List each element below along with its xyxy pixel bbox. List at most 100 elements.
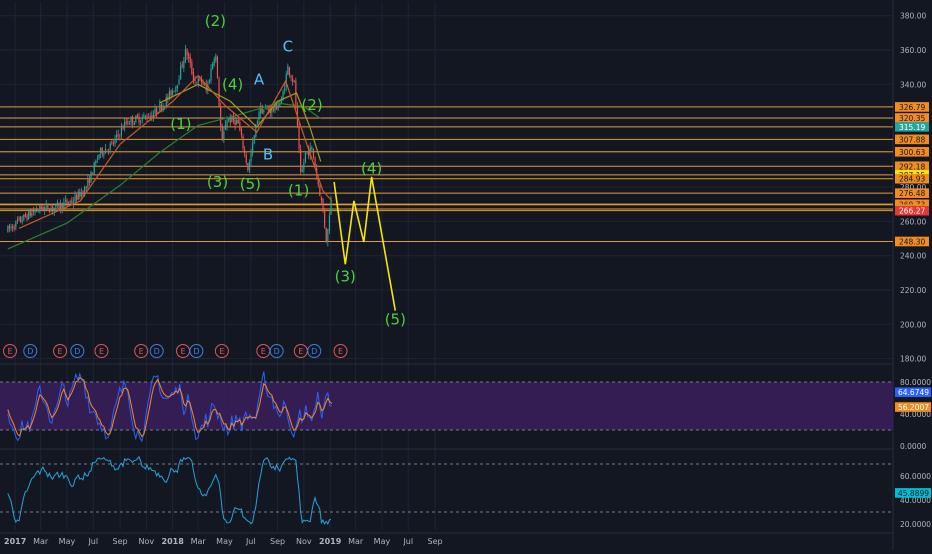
candle-body xyxy=(103,153,105,156)
candle-body xyxy=(79,191,81,197)
candle-body xyxy=(250,153,252,163)
candle-body xyxy=(218,78,220,107)
stoch-tick-label: 0.0000 xyxy=(900,442,926,451)
candle-body xyxy=(10,227,12,228)
level-badge xyxy=(895,102,929,112)
price-tick-label: 220.00 xyxy=(900,286,926,295)
candle-body xyxy=(138,116,140,123)
price-tick-label: 380.00 xyxy=(900,12,926,21)
time-tick-label: 2018 xyxy=(162,537,185,546)
candle-body xyxy=(266,108,268,110)
candle-body xyxy=(244,149,246,153)
candle-body xyxy=(205,84,207,91)
time-tick-label: Sep xyxy=(112,537,127,546)
event-marker-label: E xyxy=(298,347,303,356)
candle-body xyxy=(7,226,9,232)
candle-body xyxy=(263,110,265,113)
candle-body xyxy=(328,215,331,231)
time-tick-label: 2019 xyxy=(319,537,342,546)
price-tick-label: 340.00 xyxy=(900,80,926,89)
rsi-tick-label: 40.0000 xyxy=(900,496,931,505)
dividend-marker xyxy=(23,344,38,358)
wave-label: (5) xyxy=(385,310,406,328)
candle-body xyxy=(108,149,110,151)
candle-body xyxy=(300,149,302,172)
wave-label: (1) xyxy=(170,115,191,133)
candle-body xyxy=(167,96,169,99)
time-tick-label: May xyxy=(374,537,391,546)
candle-body xyxy=(253,135,255,143)
candle-body xyxy=(88,178,91,184)
earnings-marker xyxy=(94,344,109,358)
candle-body xyxy=(172,90,174,96)
candle-body xyxy=(320,196,323,201)
candle-body xyxy=(308,150,310,156)
candle-body xyxy=(164,106,166,107)
candle-body xyxy=(24,214,27,217)
wave-label: (4) xyxy=(361,159,382,177)
candle-body xyxy=(327,229,329,242)
candle-body xyxy=(68,202,70,204)
moving-average-line xyxy=(7,102,322,250)
event-marker-label: D xyxy=(311,347,317,356)
candle-body xyxy=(260,107,262,114)
wave-label: (3) xyxy=(335,267,356,285)
candle-body xyxy=(130,117,132,123)
projection-path xyxy=(333,176,397,311)
level-badge-label: 292.18 xyxy=(899,162,925,171)
wave-label: C xyxy=(283,38,293,56)
candle-body xyxy=(122,128,124,130)
candle-body xyxy=(314,158,316,168)
candle-body xyxy=(148,117,150,119)
candle-body xyxy=(141,117,143,120)
candle-body xyxy=(44,206,46,211)
candle-body xyxy=(248,161,251,171)
candle-body xyxy=(298,126,300,149)
candle-body xyxy=(252,142,254,154)
stoch-axis: 80.0000 40.0000 0.0000 64.6749 56.2007 xyxy=(895,378,931,451)
stoch-value-label: 56.2007 xyxy=(898,403,929,412)
candle-body xyxy=(80,192,83,197)
candle-body xyxy=(324,210,326,228)
rsi-line xyxy=(7,455,332,526)
candle-body xyxy=(237,119,239,124)
candle-body xyxy=(284,88,286,91)
candle-body xyxy=(319,185,321,197)
candle-body xyxy=(279,103,281,108)
candle-body xyxy=(216,56,219,78)
candle-body xyxy=(309,147,311,156)
candle-body xyxy=(146,116,148,119)
candle-body xyxy=(125,121,127,123)
dividend-marker xyxy=(149,344,164,358)
candle-body xyxy=(234,119,236,126)
price-tick-label: 180.00 xyxy=(900,355,926,364)
candle-body xyxy=(277,105,279,109)
candle-body xyxy=(173,90,175,92)
candle-body xyxy=(304,152,307,163)
candle-body xyxy=(280,98,283,103)
candle-body xyxy=(26,215,28,220)
candle-body xyxy=(168,91,171,98)
candle-body xyxy=(261,105,263,114)
candle-body xyxy=(188,54,190,59)
candle-body xyxy=(181,64,183,67)
candle-body xyxy=(213,59,215,65)
candle-body xyxy=(136,114,139,118)
candle-body xyxy=(194,79,196,82)
candle-body xyxy=(55,203,57,208)
dividend-marker xyxy=(70,344,85,358)
stoch-d-line xyxy=(7,376,333,438)
candle-body xyxy=(229,117,231,123)
candle-body xyxy=(293,80,295,82)
candle-body xyxy=(135,116,137,123)
candle-body xyxy=(159,104,161,112)
event-marker-label: E xyxy=(139,347,144,356)
candle-body xyxy=(210,68,212,81)
candle-body xyxy=(37,210,39,212)
candle-body xyxy=(303,162,305,170)
candle-body xyxy=(223,131,225,141)
candle-body xyxy=(100,147,102,154)
candle-body xyxy=(96,158,99,160)
candle-body xyxy=(239,122,241,131)
